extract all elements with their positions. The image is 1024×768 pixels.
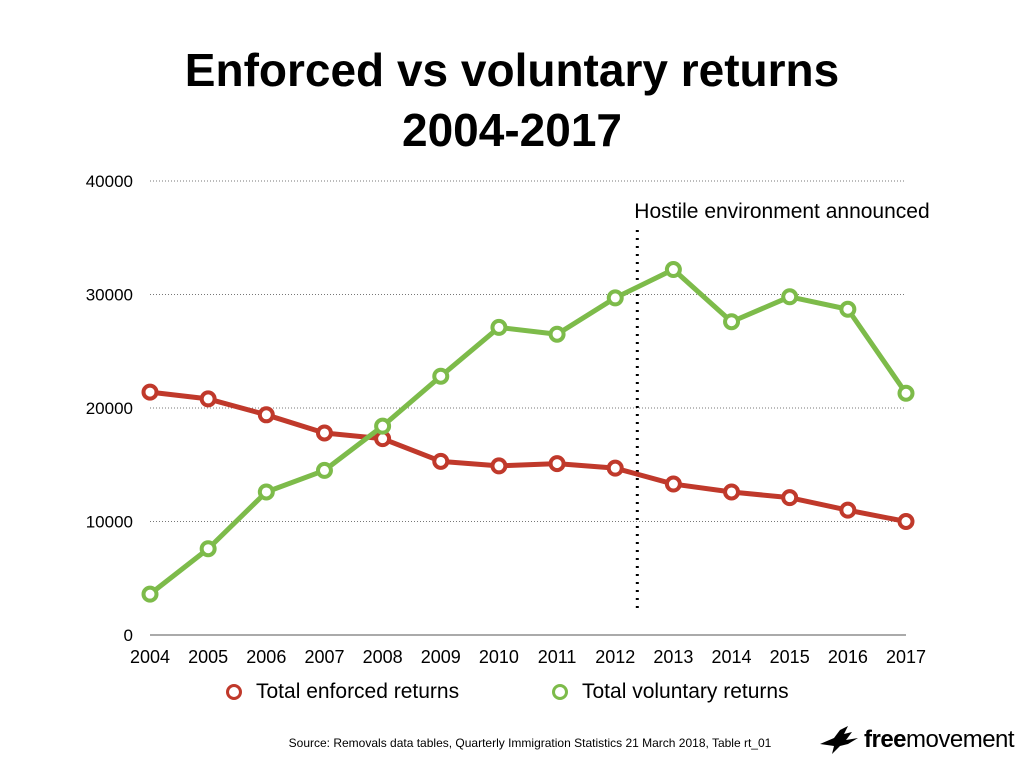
data-point-enforced xyxy=(548,455,566,473)
legend-label-enforced: Total enforced returns xyxy=(256,680,460,703)
x-tick-label: 2008 xyxy=(363,647,403,667)
x-tick-label: 2012 xyxy=(595,647,635,667)
x-tick-label: 2004 xyxy=(130,647,170,667)
brand-name-part2: movement xyxy=(906,726,1015,753)
data-point-voluntary xyxy=(606,289,624,307)
legend: Total enforced returns Total voluntary r… xyxy=(0,680,1024,708)
data-point-enforced xyxy=(781,489,799,507)
legend-item-voluntary: Total voluntary returns xyxy=(552,680,789,704)
data-point-enforced xyxy=(141,383,159,401)
y-tick-labels: 0 10000 20000 30000 40000 xyxy=(86,172,133,645)
data-point-enforced xyxy=(432,452,450,470)
chart-subtitle: 2004-2017 xyxy=(402,104,622,156)
x-tick-label: 2010 xyxy=(479,647,519,667)
data-point-voluntary xyxy=(432,367,450,385)
y-tick-label: 20000 xyxy=(86,399,133,418)
data-point-voluntary xyxy=(781,288,799,306)
x-tick-label: 2009 xyxy=(421,647,461,667)
series-group xyxy=(141,261,915,603)
x-tick-label: 2015 xyxy=(770,647,810,667)
data-point-voluntary xyxy=(664,261,682,279)
data-point-enforced xyxy=(199,390,217,408)
series-line-voluntary xyxy=(148,267,909,597)
data-point-voluntary xyxy=(490,318,508,336)
brand-name: freemovement xyxy=(864,726,1015,754)
x-tick-label: 2017 xyxy=(886,647,926,667)
data-point-enforced xyxy=(839,501,857,519)
data-point-voluntary xyxy=(199,540,217,558)
y-tick-label: 30000 xyxy=(86,286,133,305)
y-tick-label: 40000 xyxy=(86,172,133,191)
x-tick-label: 2005 xyxy=(188,647,228,667)
data-point-voluntary xyxy=(723,313,741,331)
x-tick-label: 2013 xyxy=(653,647,693,667)
x-tick-label: 2007 xyxy=(304,647,344,667)
chart-title-block: Enforced vs voluntary returns 2004-2017 xyxy=(0,40,1024,160)
data-point-enforced xyxy=(315,424,333,442)
data-point-voluntary xyxy=(257,483,275,501)
x-tick-label: 2006 xyxy=(246,647,286,667)
x-tick-label: 2016 xyxy=(828,647,868,667)
data-point-enforced xyxy=(723,483,741,501)
data-point-voluntary xyxy=(548,325,566,343)
source-note: Source: Removals data tables, Quarterly … xyxy=(288,736,772,750)
data-point-enforced xyxy=(606,459,624,477)
bird-icon xyxy=(820,726,858,754)
legend-item-enforced: Total enforced returns xyxy=(226,680,459,704)
x-tick-label: 2014 xyxy=(712,647,752,667)
data-point-voluntary xyxy=(839,300,857,318)
data-point-voluntary xyxy=(141,585,159,603)
legend-label-voluntary: Total voluntary returns xyxy=(582,680,789,703)
legend-marker-enforced xyxy=(226,684,242,700)
data-point-voluntary xyxy=(315,461,333,479)
y-tick-label: 0 xyxy=(124,626,133,645)
grid-lines xyxy=(150,180,906,636)
data-point-enforced xyxy=(897,513,915,530)
data-point-enforced xyxy=(664,475,682,493)
y-tick-label: 10000 xyxy=(86,513,133,532)
x-tick-label: 2011 xyxy=(538,647,577,667)
data-point-enforced xyxy=(257,406,275,424)
data-point-voluntary xyxy=(897,384,915,402)
series-line-enforced xyxy=(149,389,907,524)
x-tick-labels: 2004 2005 2006 2007 2008 2009 2010 2011 2012 2013… xyxy=(130,647,926,667)
brand-logo: freemovement xyxy=(818,724,1015,756)
brand-name-part1: free xyxy=(864,726,907,753)
data-point-enforced xyxy=(490,457,508,475)
annotation-text: Hostile environment announced xyxy=(634,200,929,223)
legend-marker-voluntary xyxy=(552,684,568,700)
data-point-voluntary xyxy=(374,417,392,435)
chart-title: Enforced vs voluntary returns xyxy=(184,44,840,96)
annotation: Hostile environment announced xyxy=(634,200,930,612)
